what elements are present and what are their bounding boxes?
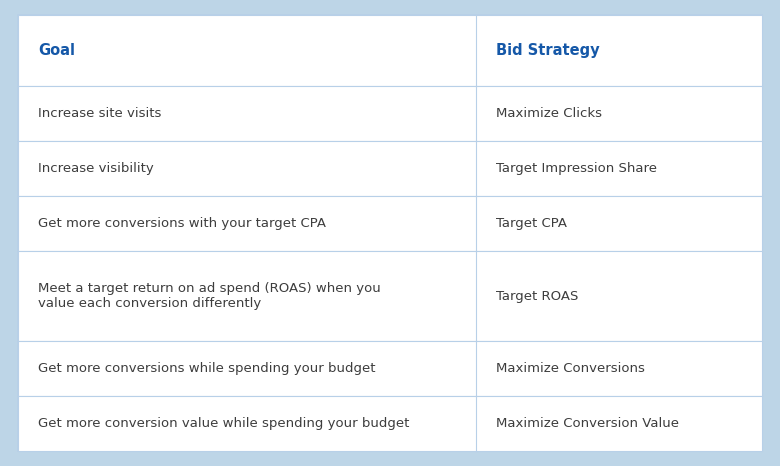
Bar	[18, 196, 762, 251]
Bar	[18, 86, 762, 141]
Bar	[18, 341, 762, 396]
Text: Increase site visits: Increase site visits	[38, 107, 161, 120]
Text: Get more conversion value while spending your budget: Get more conversion value while spending…	[38, 417, 410, 430]
Text: Get more conversions while spending your budget: Get more conversions while spending your…	[38, 362, 375, 375]
Text: Maximize Conversion Value: Maximize Conversion Value	[495, 417, 679, 430]
Text: Increase visibility: Increase visibility	[38, 162, 154, 175]
Bar	[18, 396, 762, 451]
Bar	[18, 251, 762, 341]
Text: Target ROAS: Target ROAS	[495, 289, 578, 302]
Text: Get more conversions with your target CPA: Get more conversions with your target CP…	[38, 217, 326, 230]
Text: Bid Strategy: Bid Strategy	[495, 43, 599, 58]
Text: Maximize Clicks: Maximize Clicks	[495, 107, 601, 120]
Bar	[18, 141, 762, 196]
Text: Target Impression Share: Target Impression Share	[495, 162, 657, 175]
Text: Target CPA: Target CPA	[495, 217, 566, 230]
Text: Maximize Conversions: Maximize Conversions	[495, 362, 644, 375]
Text: Goal: Goal	[38, 43, 75, 58]
Bar	[18, 15, 762, 86]
Text: Meet a target return on ad spend (ROAS) when you
value each conversion different: Meet a target return on ad spend (ROAS) …	[38, 282, 381, 310]
